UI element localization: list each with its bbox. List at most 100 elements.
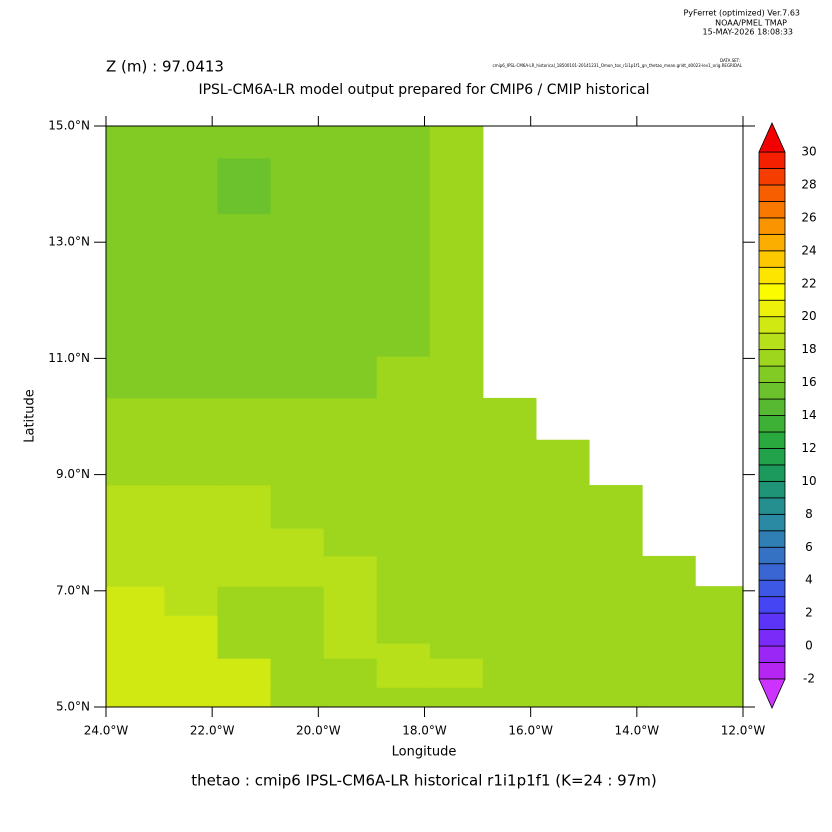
colorbar-box bbox=[758, 480, 786, 499]
cell bbox=[642, 555, 696, 587]
cell bbox=[270, 439, 325, 486]
colorbar-label: 10 bbox=[801, 474, 816, 488]
cell bbox=[376, 485, 431, 529]
cell bbox=[589, 615, 643, 644]
cell bbox=[695, 586, 744, 616]
cell bbox=[217, 485, 272, 529]
cell bbox=[106, 213, 165, 357]
cell bbox=[270, 687, 325, 708]
cell bbox=[217, 555, 272, 587]
colorbar-label: 4 bbox=[805, 573, 813, 587]
colorbar-box bbox=[758, 316, 786, 334]
cell bbox=[106, 356, 165, 399]
colorbar-box bbox=[758, 497, 786, 515]
cell bbox=[164, 528, 218, 557]
cell bbox=[482, 397, 537, 441]
cell bbox=[482, 586, 537, 616]
colorbar-label: 2 bbox=[805, 606, 813, 620]
x-tick-label: 22.0°W bbox=[190, 724, 235, 738]
colorbar-box bbox=[758, 579, 786, 598]
dataset: cmip6_IPSL-CM6A-LR_historical_18500101-2… bbox=[493, 63, 743, 68]
cell bbox=[106, 687, 165, 708]
cell bbox=[429, 397, 484, 441]
cell bbox=[164, 126, 218, 159]
cell bbox=[429, 555, 484, 587]
colorbar-label: 30 bbox=[801, 145, 816, 159]
cell bbox=[164, 439, 218, 486]
cell bbox=[482, 658, 537, 688]
colorbar-box bbox=[758, 662, 786, 680]
colorbar-label: 18 bbox=[801, 342, 816, 356]
cell bbox=[642, 586, 696, 616]
colorbar-label: 8 bbox=[805, 507, 813, 521]
x-axis-label: Longitude bbox=[392, 745, 457, 760]
colorbar-box bbox=[758, 349, 786, 367]
cell bbox=[535, 643, 590, 659]
colorbar-box bbox=[758, 168, 786, 186]
cell bbox=[376, 615, 431, 644]
cell bbox=[695, 615, 744, 644]
cell bbox=[106, 528, 165, 557]
cell bbox=[323, 687, 378, 708]
colorbar-box bbox=[758, 299, 786, 318]
colorbar-box bbox=[758, 382, 786, 400]
cell bbox=[482, 615, 537, 644]
cell bbox=[429, 157, 484, 215]
cell bbox=[217, 439, 272, 486]
colorbar-box bbox=[758, 415, 786, 433]
cell bbox=[323, 157, 378, 215]
cell bbox=[164, 687, 218, 708]
cell bbox=[482, 555, 537, 587]
colorbar-under bbox=[758, 678, 786, 709]
colorbar-box bbox=[758, 365, 786, 383]
cell bbox=[270, 615, 325, 644]
cell bbox=[217, 643, 272, 659]
cell bbox=[323, 615, 378, 644]
cell bbox=[106, 439, 165, 486]
colorbar-box bbox=[758, 233, 786, 252]
y-tick-label: 11.0°N bbox=[48, 351, 90, 365]
cell bbox=[217, 615, 272, 644]
cell bbox=[106, 126, 165, 159]
cell bbox=[270, 356, 325, 399]
colorbar-box bbox=[758, 431, 786, 449]
colorbar-label: 12 bbox=[801, 441, 816, 455]
colorbar-box bbox=[758, 250, 786, 268]
cell bbox=[217, 658, 272, 688]
cell bbox=[217, 157, 272, 215]
colorbar-box bbox=[758, 464, 786, 482]
cell bbox=[323, 126, 378, 159]
cell bbox=[535, 687, 590, 708]
cell bbox=[164, 615, 218, 644]
cell bbox=[429, 643, 484, 659]
colorbar-box bbox=[758, 596, 786, 614]
colorbar-box bbox=[758, 184, 786, 202]
y-tick-label: 5.0°N bbox=[56, 700, 90, 714]
cell bbox=[323, 643, 378, 659]
cell bbox=[323, 356, 378, 399]
cell bbox=[429, 439, 484, 486]
cell bbox=[323, 555, 378, 587]
x-tick-label: 16.0°W bbox=[508, 724, 553, 738]
software: PyFerret (optimized) Ver.7.63 bbox=[683, 9, 800, 18]
cell bbox=[270, 157, 325, 215]
y-tick-label: 9.0°N bbox=[56, 467, 90, 481]
cell bbox=[164, 485, 218, 529]
cell bbox=[429, 586, 484, 616]
colorbar-box bbox=[758, 645, 786, 663]
cell bbox=[376, 157, 431, 215]
cell bbox=[323, 439, 378, 486]
cell bbox=[217, 126, 272, 159]
colorbar-box bbox=[758, 283, 786, 301]
cell bbox=[695, 687, 744, 708]
cell bbox=[217, 356, 272, 399]
cell bbox=[589, 586, 643, 616]
cell bbox=[429, 126, 484, 159]
cell bbox=[429, 528, 484, 557]
cell bbox=[642, 643, 696, 659]
cell bbox=[482, 528, 537, 557]
cell bbox=[535, 586, 590, 616]
cell bbox=[376, 643, 431, 659]
cell bbox=[429, 615, 484, 644]
